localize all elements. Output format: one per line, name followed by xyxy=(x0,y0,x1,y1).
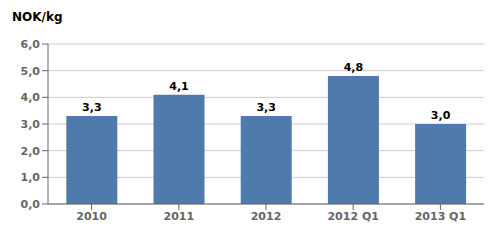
html-text:NOK/kg: NOK/kg xyxy=(12,10,63,24)
svg-text:2,0: 2,0 xyxy=(21,145,41,158)
svg-text:2012 Q1: 2012 Q1 xyxy=(327,210,378,223)
svg-text:5,0: 5,0 xyxy=(21,65,41,78)
svg-text:1,0: 1,0 xyxy=(21,171,41,184)
svg-text:0,0: 0,0 xyxy=(21,198,41,211)
svg-text:2012: 2012 xyxy=(251,210,282,223)
svg-text:4,8: 4,8 xyxy=(344,61,364,74)
svg-text:3,3: 3,3 xyxy=(256,101,276,114)
svg-text:6,0: 6,0 xyxy=(21,38,41,51)
svg-text:4,1: 4,1 xyxy=(169,80,189,93)
svg-text:2011: 2011 xyxy=(163,210,194,223)
svg-text:3,0: 3,0 xyxy=(431,109,451,122)
svg-text:2013 Q1: 2013 Q1 xyxy=(415,210,466,223)
svg-text:3,3: 3,3 xyxy=(82,101,102,114)
svg-text:2010: 2010 xyxy=(76,210,107,223)
svg-text:4,0: 4,0 xyxy=(21,91,41,104)
svg-text:3,0: 3,0 xyxy=(21,118,41,131)
